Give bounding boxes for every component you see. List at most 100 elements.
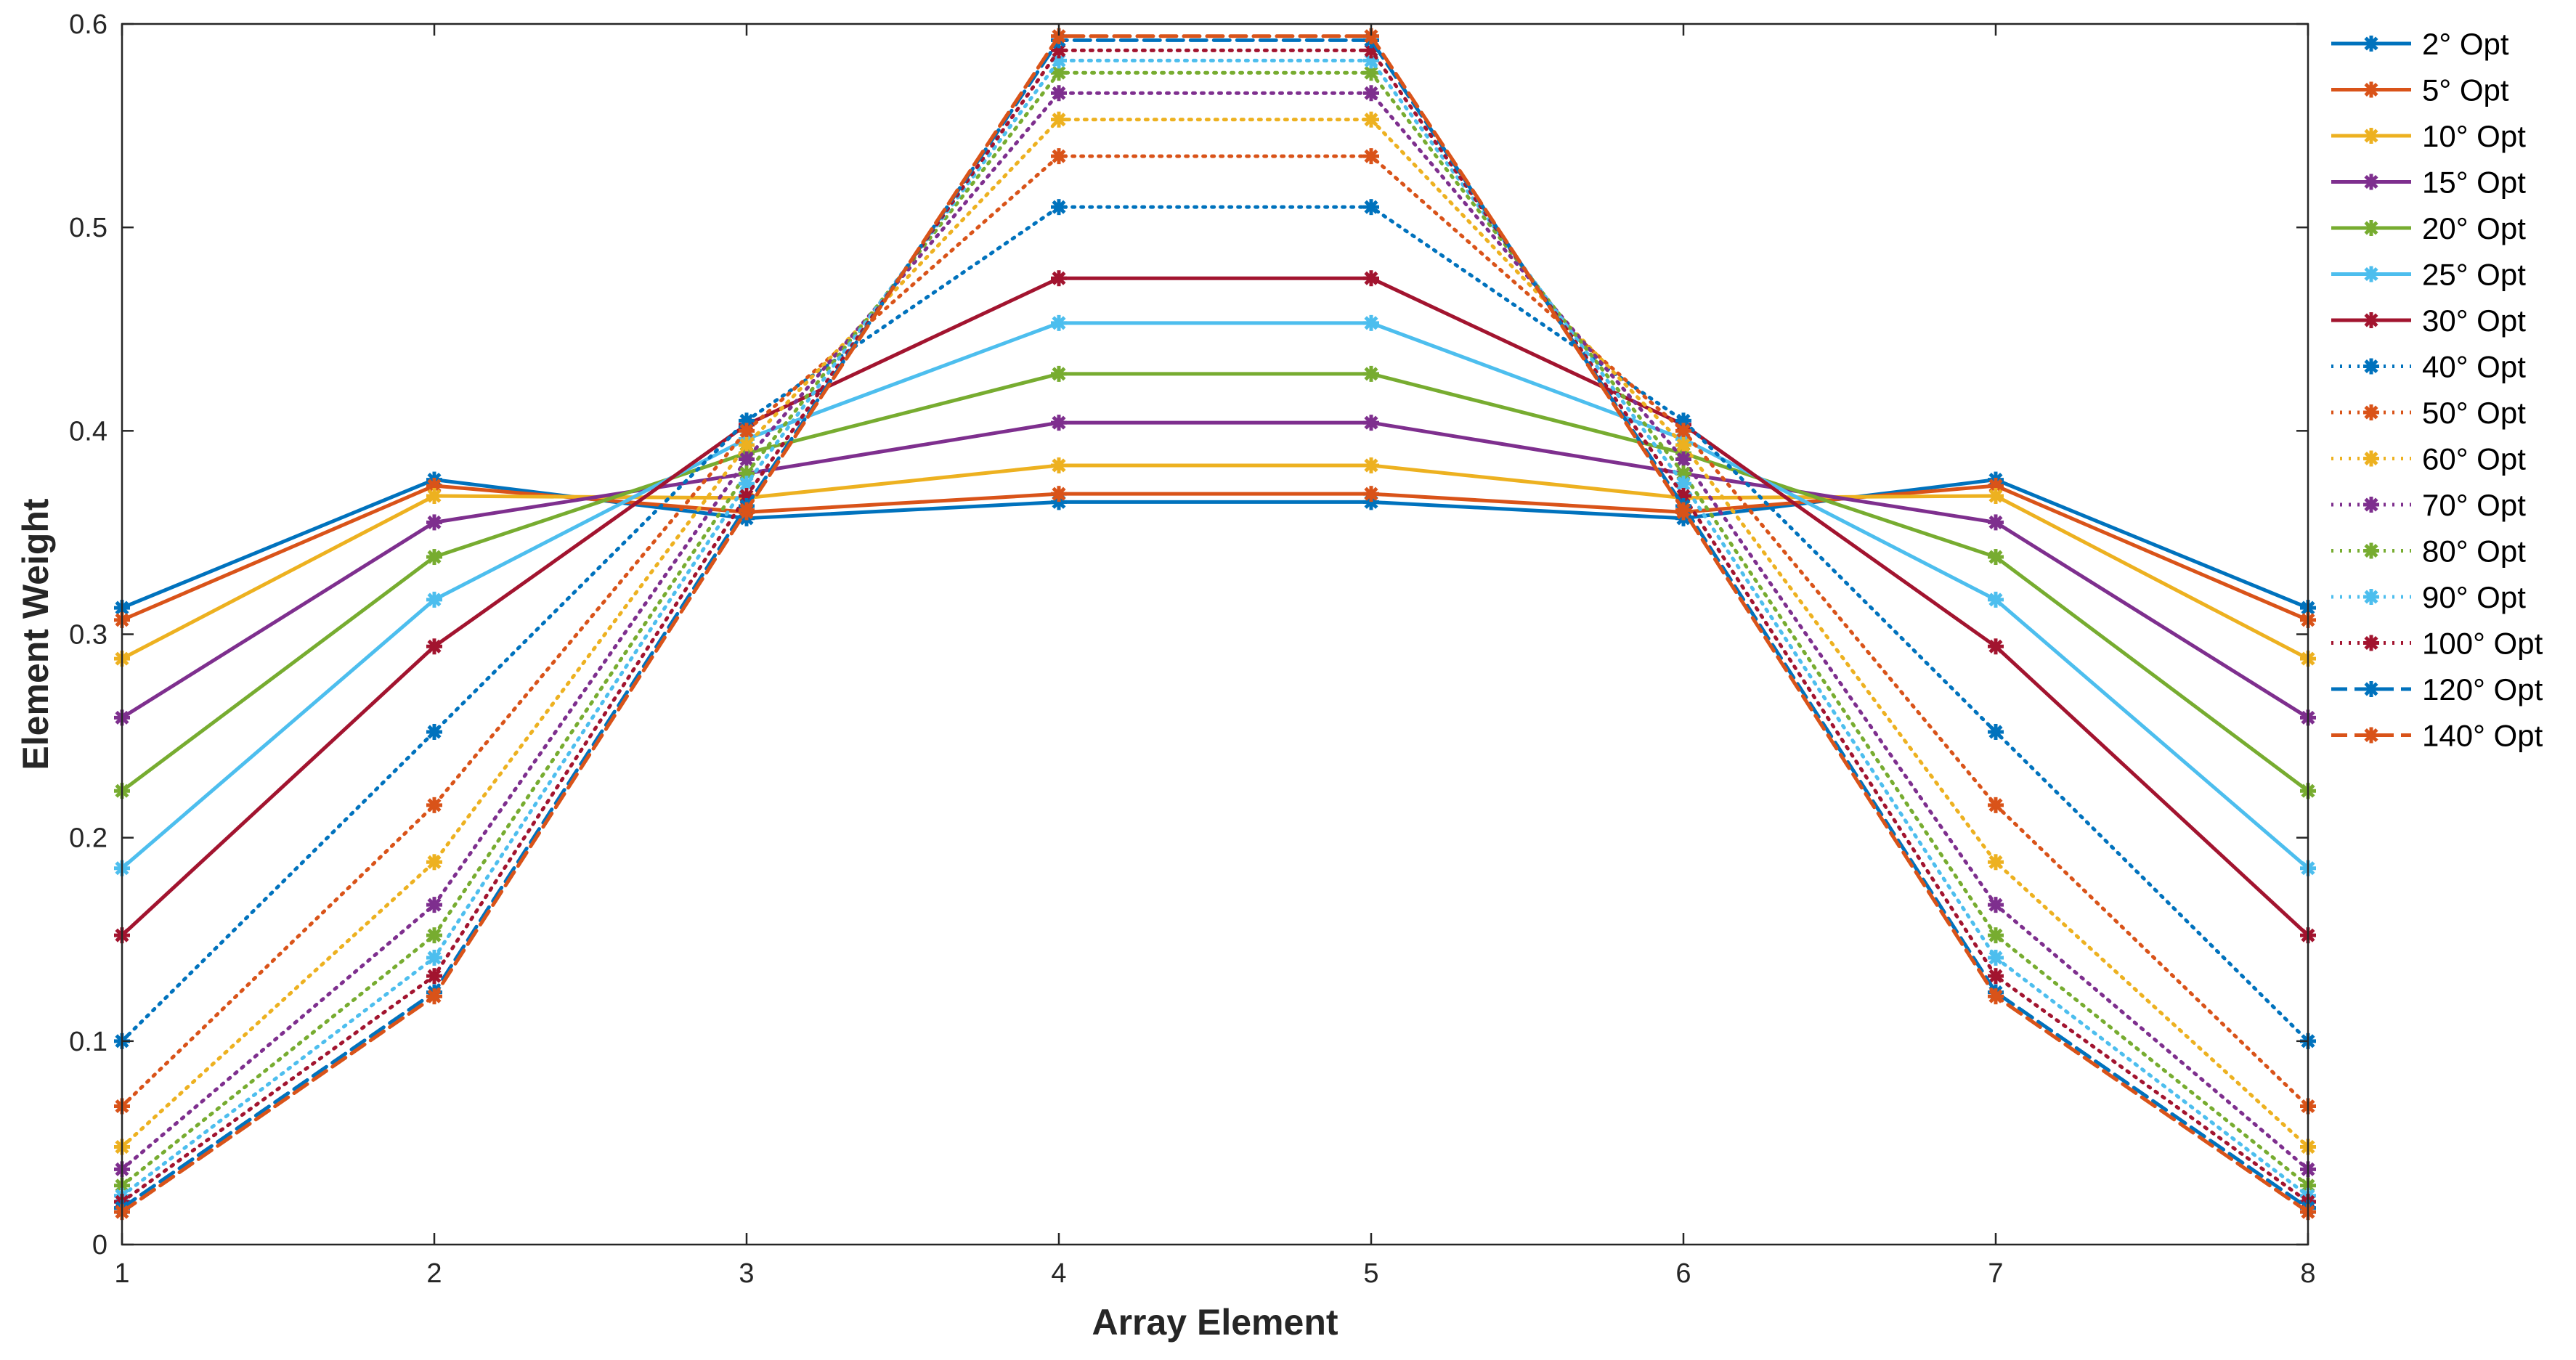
data-point (426, 797, 442, 813)
data-point (1051, 148, 1067, 165)
data-point (426, 591, 442, 608)
data-point (426, 988, 442, 1005)
series-line (120, 154, 2310, 1108)
x-tick-label: 2 (426, 1258, 442, 1289)
series-line (120, 70, 2310, 1188)
x-tick-label: 3 (739, 1258, 754, 1289)
data-point (1988, 968, 2004, 985)
legend-entry: 70° Opt (2331, 488, 2526, 522)
data-point (739, 502, 755, 518)
legend-label: 5° Opt (2422, 73, 2509, 107)
legend-swatch-marker (2363, 174, 2379, 190)
data-point (1988, 897, 2004, 913)
series-line (120, 276, 2310, 937)
legend-entry: 120° Opt (2331, 672, 2543, 707)
series-line (120, 91, 2310, 1171)
series-line (120, 478, 2310, 610)
data-point (1988, 927, 2004, 944)
data-point (426, 638, 442, 655)
legend-swatch-marker (2363, 312, 2379, 328)
legend-swatch-marker (2363, 589, 2379, 605)
series-line (120, 118, 2310, 1149)
legend-label: 140° Opt (2422, 719, 2543, 753)
data-point (426, 949, 442, 966)
legend-entry: 30° Opt (2331, 304, 2526, 338)
data-point (739, 451, 755, 468)
series-line (120, 58, 2310, 1198)
x-tick-label: 6 (1675, 1258, 1691, 1289)
data-point (426, 549, 442, 566)
data-point (1988, 638, 2004, 655)
data-point (1675, 476, 1691, 492)
data-point (1675, 423, 1691, 439)
y-tick-label: 0.5 (69, 213, 107, 243)
data-point (1051, 85, 1067, 102)
data-point (1363, 270, 1379, 287)
legend-entry: 20° Opt (2331, 211, 2526, 245)
data-point (1988, 591, 2004, 608)
data-point (426, 854, 442, 871)
legend-label: 70° Opt (2422, 488, 2526, 522)
data-point (1988, 487, 2004, 504)
data-point (1363, 85, 1379, 102)
legend-swatch-marker (2363, 635, 2379, 651)
series-70-opt (114, 85, 2316, 1178)
x-tick-label: 5 (1363, 1258, 1378, 1289)
data-point (426, 968, 442, 985)
data-point (1051, 457, 1067, 473)
legend-label: 30° Opt (2422, 304, 2526, 338)
data-point (426, 897, 442, 913)
legend-label: 100° Opt (2422, 627, 2543, 661)
series-50-opt (114, 148, 2316, 1115)
legend-entry: 80° Opt (2331, 534, 2526, 569)
series-line (120, 321, 2310, 871)
legend-label: 15° Opt (2422, 166, 2526, 200)
data-point (1988, 797, 2004, 813)
data-point (1988, 723, 2004, 740)
data-point (1988, 514, 2004, 531)
legend-label: 20° Opt (2422, 211, 2526, 245)
data-point (1363, 486, 1379, 502)
series-60-opt (114, 111, 2316, 1155)
y-tick-label: 0.3 (69, 620, 107, 651)
legend-entry: 60° Opt (2331, 442, 2526, 476)
legend-entry: 50° Opt (2331, 396, 2526, 430)
data-point (426, 927, 442, 944)
legend-entry: 140° Opt (2331, 719, 2543, 753)
data-point (1363, 148, 1379, 165)
data-point (1675, 436, 1691, 453)
legend-entry: 2° Opt (2331, 27, 2509, 61)
data-point (1051, 111, 1067, 128)
series-line (120, 463, 2310, 661)
legend-entry: 90° Opt (2331, 580, 2526, 614)
legend-entry: 40° Opt (2331, 350, 2526, 384)
data-point (1988, 988, 2004, 1005)
legend-swatch-marker (2363, 404, 2379, 420)
data-point (1051, 270, 1067, 287)
x-axis-title: Array Element (1092, 1302, 1338, 1343)
data-point (1988, 949, 2004, 966)
data-point (426, 514, 442, 531)
legend-label: 120° Opt (2422, 672, 2543, 707)
data-point (1988, 549, 2004, 566)
series-line (120, 372, 2310, 793)
data-point (1363, 314, 1379, 331)
data-point (1363, 65, 1379, 81)
data-point (1363, 415, 1379, 431)
data-point (1363, 111, 1379, 128)
legend-swatch-marker (2363, 542, 2379, 559)
legend-label: 60° Opt (2422, 442, 2526, 476)
data-point (1051, 486, 1067, 502)
legend: 2° Opt 5° Opt 10° Opt 15° Opt 20° Opt 25° Opt… (2331, 27, 2543, 753)
data-point (1363, 199, 1379, 216)
legend-label: 10° Opt (2422, 119, 2526, 153)
legend-label: 2° Opt (2422, 27, 2509, 61)
series-line (120, 38, 2310, 1210)
data-point (1051, 415, 1067, 431)
series-80-opt (114, 65, 2316, 1194)
legend-label: 80° Opt (2422, 534, 2526, 569)
legend-swatch-marker (2363, 450, 2379, 467)
legend-swatch-marker (2363, 81, 2379, 98)
